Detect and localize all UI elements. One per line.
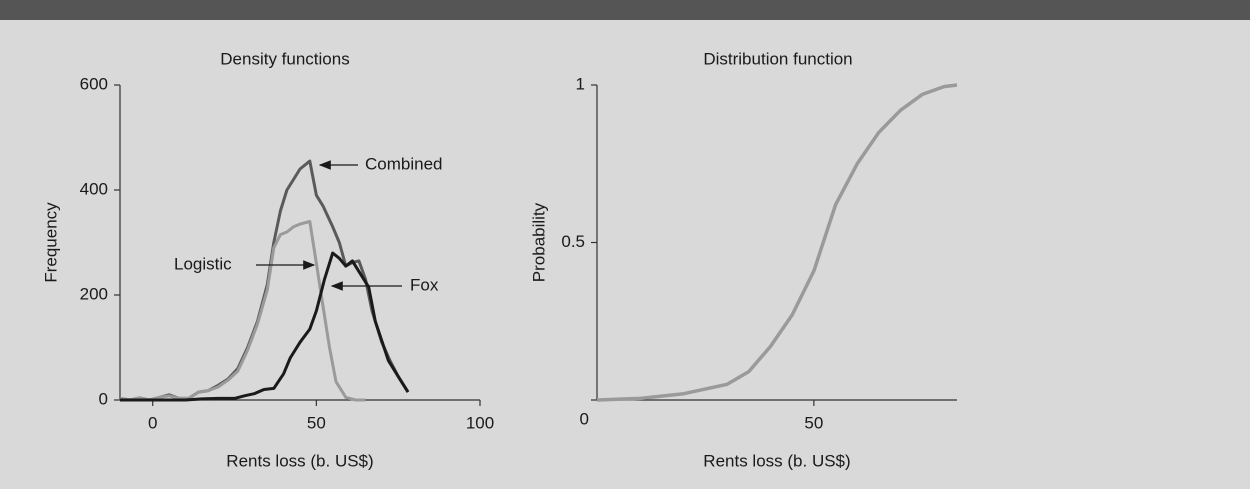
annotation: Fox — [410, 275, 439, 294]
y-tick-label: 0.5 — [561, 232, 585, 251]
y-axis-label: Probability — [529, 202, 548, 282]
chart-title: Density functions — [220, 49, 349, 68]
y-tick-label: 0 — [99, 389, 108, 408]
x-tick-label: 50 — [804, 413, 823, 432]
y-tick-label: 400 — [80, 179, 108, 198]
y-axis-label: Frequency — [41, 202, 60, 283]
data-line — [120, 251, 410, 402]
annotation: Combined — [365, 154, 443, 173]
chart-title: Distribution function — [703, 49, 852, 68]
x-tick-label: 100 — [466, 413, 494, 432]
data-line — [596, 83, 958, 402]
y-tick-label: 200 — [80, 284, 108, 303]
x-axis-label: Rents loss (b. US$) — [703, 451, 850, 470]
x-tick-label: 50 — [307, 413, 326, 432]
top-bar — [0, 0, 1250, 20]
y-tick-label: 600 — [80, 74, 108, 93]
y-tick-label: 1 — [576, 74, 585, 93]
data-line — [119, 220, 366, 402]
annotation: Logistic — [174, 254, 232, 273]
x-tick-label: 0 — [148, 413, 157, 432]
y-tick-label: 0 — [580, 409, 589, 428]
x-axis-label: Rents loss (b. US$) — [226, 451, 373, 470]
